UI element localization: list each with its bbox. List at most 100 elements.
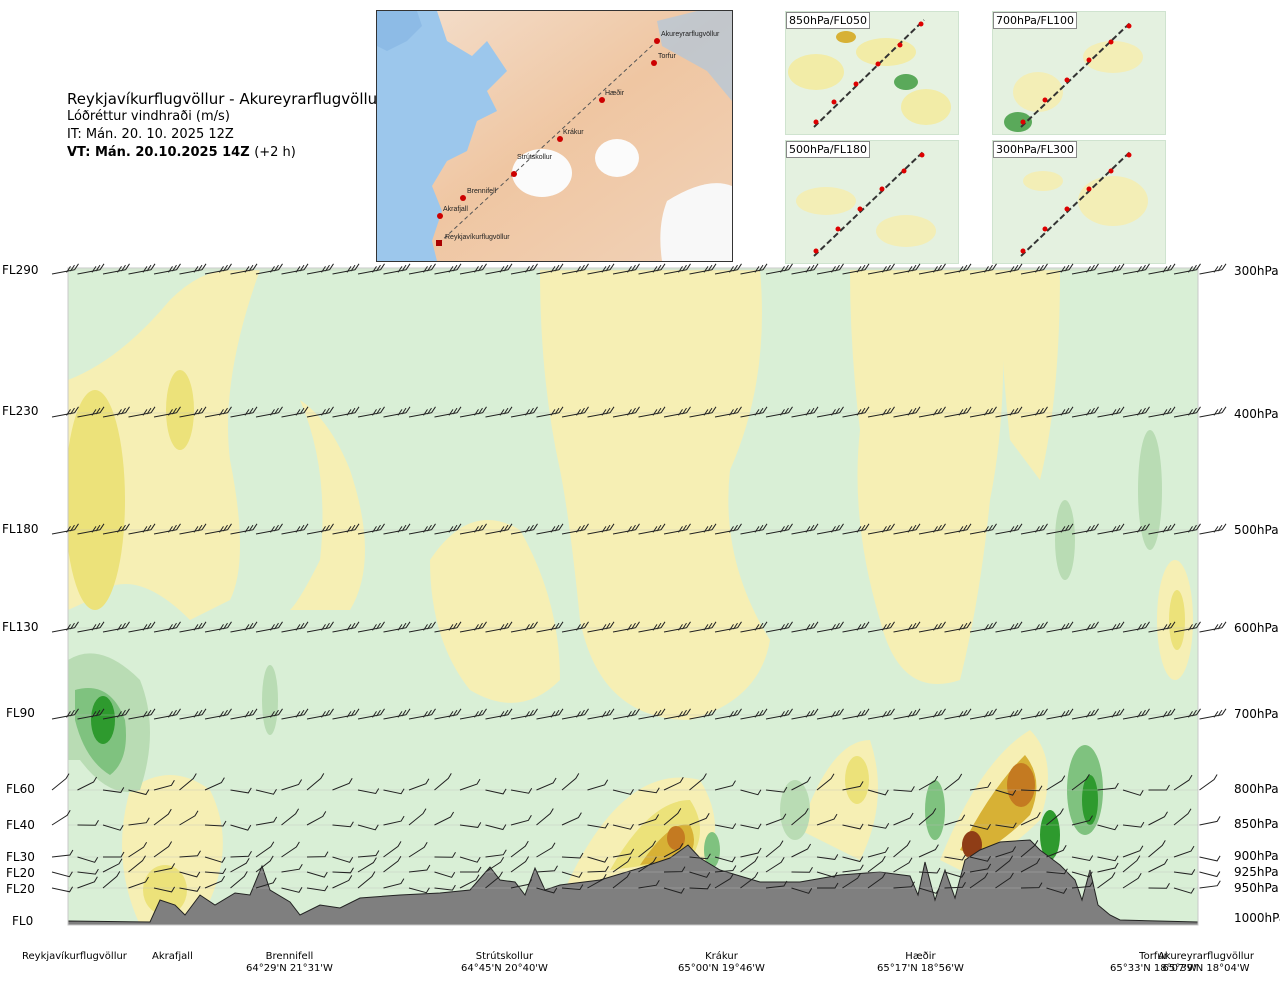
wind-barb — [51, 810, 71, 826]
wind-barb — [408, 887, 430, 894]
wind-barb — [995, 263, 1023, 275]
mini-map-700: 700hPa/FL100 — [992, 11, 1166, 135]
wind-barb — [255, 877, 277, 889]
wind-barb — [638, 263, 666, 275]
wind-barb — [893, 406, 921, 418]
wind-barb — [536, 708, 564, 720]
map-label: Akureyrarflugvöllur — [661, 31, 720, 38]
wind-barb — [842, 621, 870, 633]
wind-barb — [485, 788, 507, 795]
wind-barb — [714, 780, 736, 791]
wind-barb — [1122, 789, 1144, 796]
wind-barb — [1046, 621, 1074, 633]
wind-barb — [153, 841, 173, 858]
wind-barb — [204, 856, 226, 863]
wind-barb — [638, 840, 657, 858]
wind-barb — [1148, 708, 1176, 720]
wind-barb — [1173, 621, 1201, 633]
waypoint-label: Akrafjall — [152, 951, 193, 962]
pressure-label: 1000hPa — [1234, 911, 1280, 925]
wind-barb — [918, 708, 946, 720]
wind-barb — [714, 708, 742, 720]
wind-barb — [408, 864, 431, 873]
wind-barb — [332, 523, 360, 535]
wind-barb — [612, 823, 634, 830]
wind-barb — [204, 708, 232, 720]
wind-barb — [689, 871, 711, 878]
wind-barb — [612, 856, 632, 873]
wind-barb — [332, 708, 360, 720]
wind-barb — [587, 406, 615, 418]
wind-barb — [1020, 812, 1041, 826]
wind-barb — [306, 851, 329, 858]
wind-barb — [434, 406, 462, 418]
wind-barb — [1071, 773, 1090, 791]
wind-barb — [816, 813, 838, 826]
valid-time: VT: Mán. 20.10.2025 14Z (+2 h) — [67, 145, 296, 160]
wind-barb — [944, 708, 972, 720]
wind-barb — [612, 789, 634, 795]
mini-map-500: 500hPa/FL180 — [785, 140, 959, 264]
wind-barb — [714, 873, 734, 889]
wind-barb — [230, 871, 248, 889]
wind-barb — [587, 779, 609, 791]
wind-barb — [1199, 523, 1227, 535]
wind-barb — [153, 808, 172, 826]
wind-barb — [765, 813, 787, 826]
wind-barb — [357, 788, 380, 795]
map-label: Krákur — [563, 129, 584, 136]
wind-barb — [281, 808, 300, 826]
wind-barb — [332, 867, 354, 874]
wind-barb — [612, 708, 640, 720]
wind-barb — [1148, 621, 1176, 633]
fl-label: FL20 — [6, 866, 35, 880]
wind-barb — [791, 406, 819, 418]
wind-barb — [434, 621, 462, 633]
wind-barb — [510, 840, 529, 858]
wind-barb — [383, 621, 411, 633]
mini-map-label: 700hPa/FL100 — [993, 12, 1078, 29]
wind-barb — [128, 841, 148, 858]
wind-barb — [281, 708, 309, 720]
fl-label: FL230 — [2, 404, 39, 418]
wind-barb — [485, 708, 513, 720]
wind-barb — [306, 871, 328, 878]
wind-barb — [204, 777, 225, 791]
wind-barb — [459, 856, 481, 863]
wind-barb — [1148, 811, 1168, 826]
wind-barb — [944, 773, 963, 791]
wind-barb — [638, 856, 657, 873]
wind-barb — [408, 808, 427, 826]
mini-map-850: 850hPa/FL050 — [785, 11, 959, 135]
wind-barb — [1148, 523, 1176, 535]
wind-barb — [383, 815, 405, 826]
wind-barb — [918, 844, 939, 858]
wind-barb — [230, 523, 258, 535]
wind-barb — [255, 855, 274, 873]
wind-barb — [944, 621, 972, 633]
wind-barb — [179, 850, 201, 858]
mini-map-label: 850hPa/FL050 — [786, 12, 871, 29]
wind-barb — [689, 263, 717, 275]
wind-barb — [230, 263, 258, 275]
wind-barb — [842, 872, 862, 889]
wind-barb — [485, 406, 513, 418]
wind-barb — [459, 778, 481, 791]
pressure-label: 400hPa — [1234, 407, 1279, 421]
wind-barb — [816, 773, 835, 791]
wind-barb — [179, 773, 197, 791]
wind-barb — [816, 523, 844, 535]
wind-barb — [816, 621, 844, 633]
wind-barb — [995, 872, 1014, 889]
wind-barb — [740, 847, 762, 858]
wind-barb — [842, 781, 864, 791]
waypoint-label: Hæðir 65°17'N 18°56'W — [877, 951, 964, 974]
wind-barb — [1173, 845, 1195, 858]
wind-barb — [408, 708, 436, 720]
wind-barb — [1097, 872, 1116, 889]
wind-barb — [587, 621, 615, 633]
wind-barb — [434, 811, 455, 826]
wind-barb — [816, 854, 839, 860]
wind-barb — [867, 855, 886, 873]
wind-barb — [1020, 263, 1048, 275]
